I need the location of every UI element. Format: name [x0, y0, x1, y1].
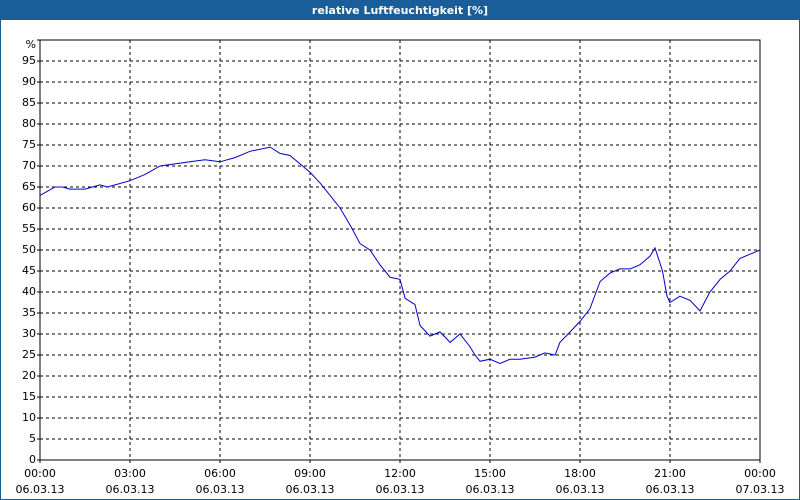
x-tick-label: 00:00 [24, 467, 56, 480]
x-tick-date: 06.03.13 [106, 483, 155, 496]
y-tick-label: 20 [22, 369, 36, 382]
y-tick-label: 15 [22, 390, 36, 403]
x-tick-date: 06.03.13 [16, 483, 65, 496]
y-tick-label: 55 [22, 222, 36, 235]
y-tick-label: 25 [22, 348, 36, 361]
x-tick-label: 15:00 [474, 467, 506, 480]
y-tick-label: 45 [22, 264, 36, 277]
x-tick-label: 09:00 [294, 467, 326, 480]
x-tick-date: 06.03.13 [556, 483, 605, 496]
x-tick-date: 06.03.13 [646, 483, 695, 496]
y-tick-label: 70 [22, 159, 36, 172]
y-tick-label: 95 [22, 54, 36, 67]
x-tick-date: 06.03.13 [466, 483, 515, 496]
line-series [39, 146, 761, 364]
y-tick-label: 80 [22, 117, 36, 130]
x-tick-date: 06.03.13 [196, 483, 245, 496]
y-tick-label: 60 [22, 201, 36, 214]
x-tick-label: 12:00 [384, 467, 416, 480]
x-tick-label: 18:00 [564, 467, 596, 480]
y-tick-label: 30 [22, 327, 36, 340]
plot-area: 0 5 10 15 20 25 30 35 40 45 50 55 60 65 70 75 80 85 90 95% 0… [16, 38, 785, 496]
y-tick-label: % [26, 38, 36, 51]
y-tick-label: 0 [29, 453, 36, 466]
x-tick-date: 07.03.13 [736, 483, 785, 496]
y-tick-label: 10 [22, 411, 36, 424]
chart-title: relative Luftfeuchtigkeit [%] [312, 4, 488, 17]
x-tick-date: 06.03.13 [376, 483, 425, 496]
y-tick-label: 35 [22, 306, 36, 319]
y-tick-label: 50 [22, 243, 36, 256]
y-tick-label: 65 [22, 180, 36, 193]
y-tick-label: 90 [22, 75, 36, 88]
x-tick-label: 06:00 [204, 467, 236, 480]
title-bar [0, 0, 800, 20]
y-tick-label: 5 [29, 432, 36, 445]
y-tick-label: 40 [22, 285, 36, 298]
y-tick-label: 85 [22, 96, 36, 109]
x-tick-label: 21:00 [654, 467, 686, 480]
y-tick-label: 75 [22, 138, 36, 151]
x-tick-label: 00:00 [744, 467, 776, 480]
x-tick-label: 03:00 [114, 467, 146, 480]
x-tick-date: 06.03.13 [286, 483, 335, 496]
